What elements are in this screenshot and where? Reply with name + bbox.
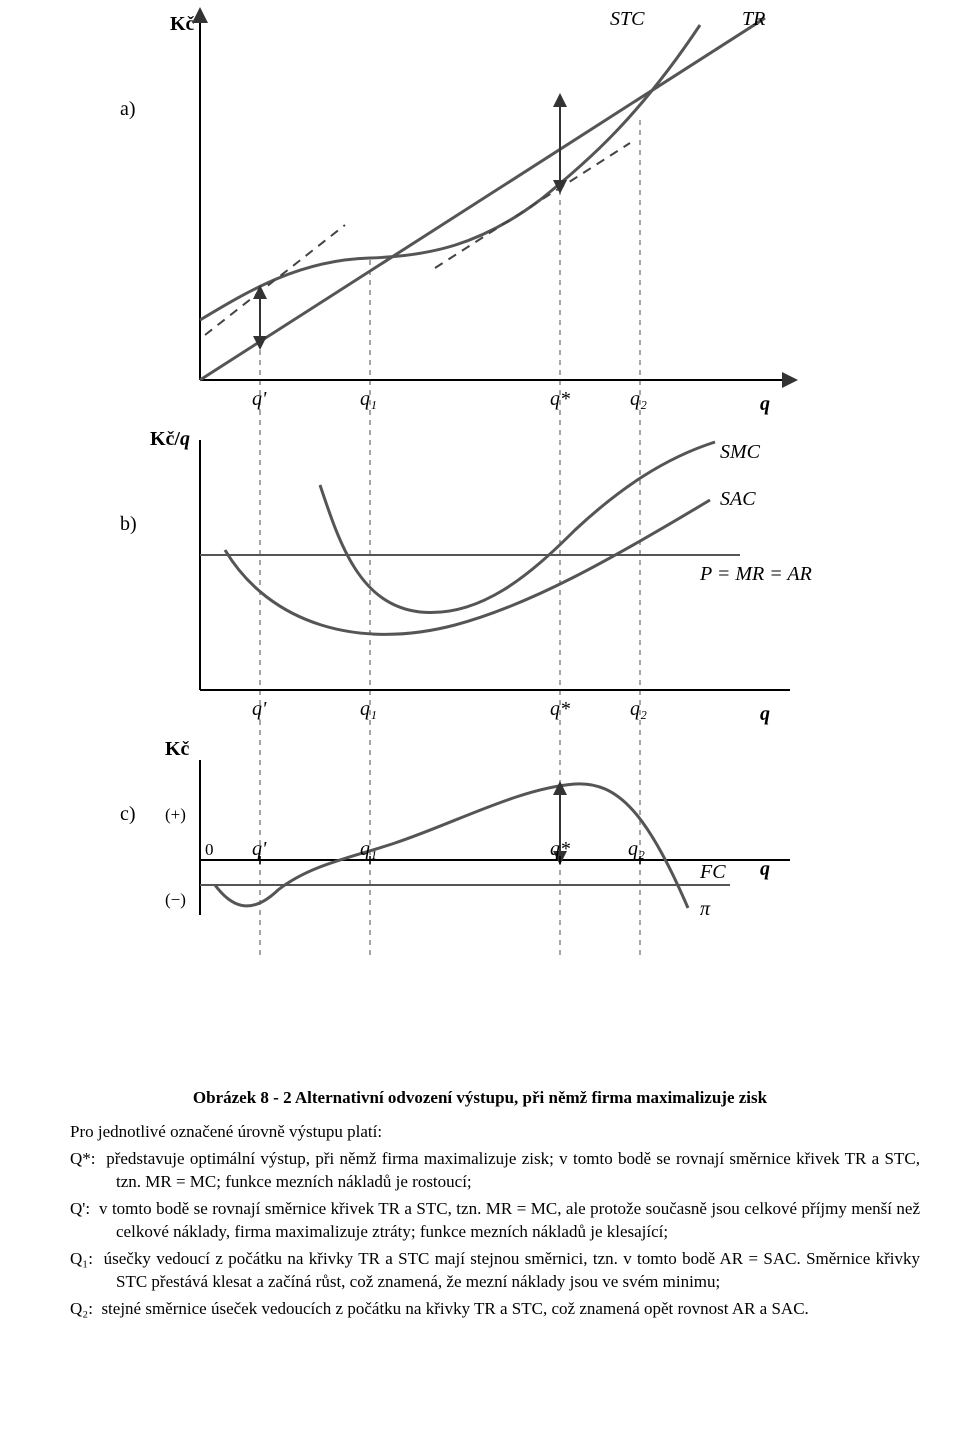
- sac-curve: [225, 500, 710, 634]
- xtick-b-2: q*: [550, 698, 570, 720]
- pi-curve: [215, 784, 688, 908]
- definitions-list: Q*: představuje optimální výstup, při ně…: [70, 1148, 920, 1321]
- panel-a-label: a): [120, 98, 136, 120]
- p-label: P = MR = AR: [699, 563, 812, 585]
- axis-b-y: Kč/q: [150, 428, 190, 450]
- xtick-c-1: q₁: [360, 838, 377, 860]
- panel-b-label: b): [120, 513, 137, 535]
- figure-caption: Obrázek 8 - 2 Alternativní odvození výst…: [60, 1088, 900, 1108]
- panel-b: Kč/q b) P = MR = AR SAC SMC q' q₁ q* q₂ …: [120, 428, 812, 725]
- stc-label: STC: [610, 8, 645, 30]
- q-label-a: q: [760, 393, 770, 415]
- xtick-a-3: q₂: [630, 388, 647, 410]
- def-val-0: představuje optimální výstup, při němž f…: [106, 1149, 920, 1191]
- intro-text: Pro jednotlivé označené úrovně výstupu p…: [70, 1122, 920, 1142]
- tangent-qstar: [435, 143, 630, 268]
- xtick-c-3: q₂: [628, 838, 645, 860]
- def-qprime: Q': v tomto bodě se rovnají směrnice kři…: [70, 1198, 920, 1244]
- guides: [260, 100, 640, 958]
- def-key-1: Q':: [70, 1199, 90, 1218]
- def-q2: Q₂: stejné směrnice úseček vedoucích z p…: [70, 1298, 920, 1321]
- minus-label: (−): [165, 890, 186, 909]
- axis-a-y: Kč: [170, 13, 195, 35]
- panel-c-label: c): [120, 803, 136, 825]
- q-label-b: q: [760, 703, 770, 725]
- def-qstar: Q*: představuje optimální výstup, při ně…: [70, 1148, 920, 1194]
- smc-curve: [320, 442, 715, 613]
- stc-curve: [200, 25, 700, 320]
- def-q1: Q₁: úsečky vedoucí z počátku na křivky T…: [70, 1248, 920, 1294]
- def-val-3: stejné směrnice úseček vedoucích z počát…: [101, 1299, 808, 1318]
- pi-label: π: [700, 898, 711, 920]
- axis-c-y: Kč: [165, 738, 190, 760]
- figure-svg: a) Kč TR STC q' q₁ q* q₂ q Kč/q b) P = M…: [0, 0, 960, 1080]
- def-val-2: úsečky vedoucí z počátku na křivky TR a …: [104, 1249, 920, 1291]
- panel-a: a) Kč TR STC q' q₁ q* q₂ q: [120, 8, 790, 415]
- plus-label: (+): [165, 805, 186, 824]
- xtick-a-0: q': [252, 388, 267, 410]
- smc-label: SMC: [720, 441, 761, 463]
- def-key-2: Q₁:: [70, 1249, 93, 1268]
- xtick-b-1: q₁: [360, 698, 377, 720]
- tr-line: [200, 18, 765, 380]
- xtick-b-0: q': [252, 698, 267, 720]
- xtick-a-2: q*: [550, 388, 570, 410]
- xtick-b-3: q₂: [630, 698, 647, 720]
- xtick-a-1: q₁: [360, 388, 377, 410]
- tr-label: TR: [742, 8, 765, 30]
- def-key-3: Q₂:: [70, 1299, 93, 1318]
- zero-label: 0: [205, 840, 214, 859]
- sac-label: SAC: [720, 488, 756, 510]
- def-val-1: v tomto bodě se rovnají směrnice křivek …: [99, 1199, 920, 1241]
- panel-c: Kč c) (+) (−) 0 FC π q' q₁ q* q₂ q: [120, 738, 790, 920]
- def-key-0: Q*:: [70, 1149, 96, 1168]
- fc-label: FC: [699, 861, 726, 883]
- q-label-c: q: [760, 858, 770, 880]
